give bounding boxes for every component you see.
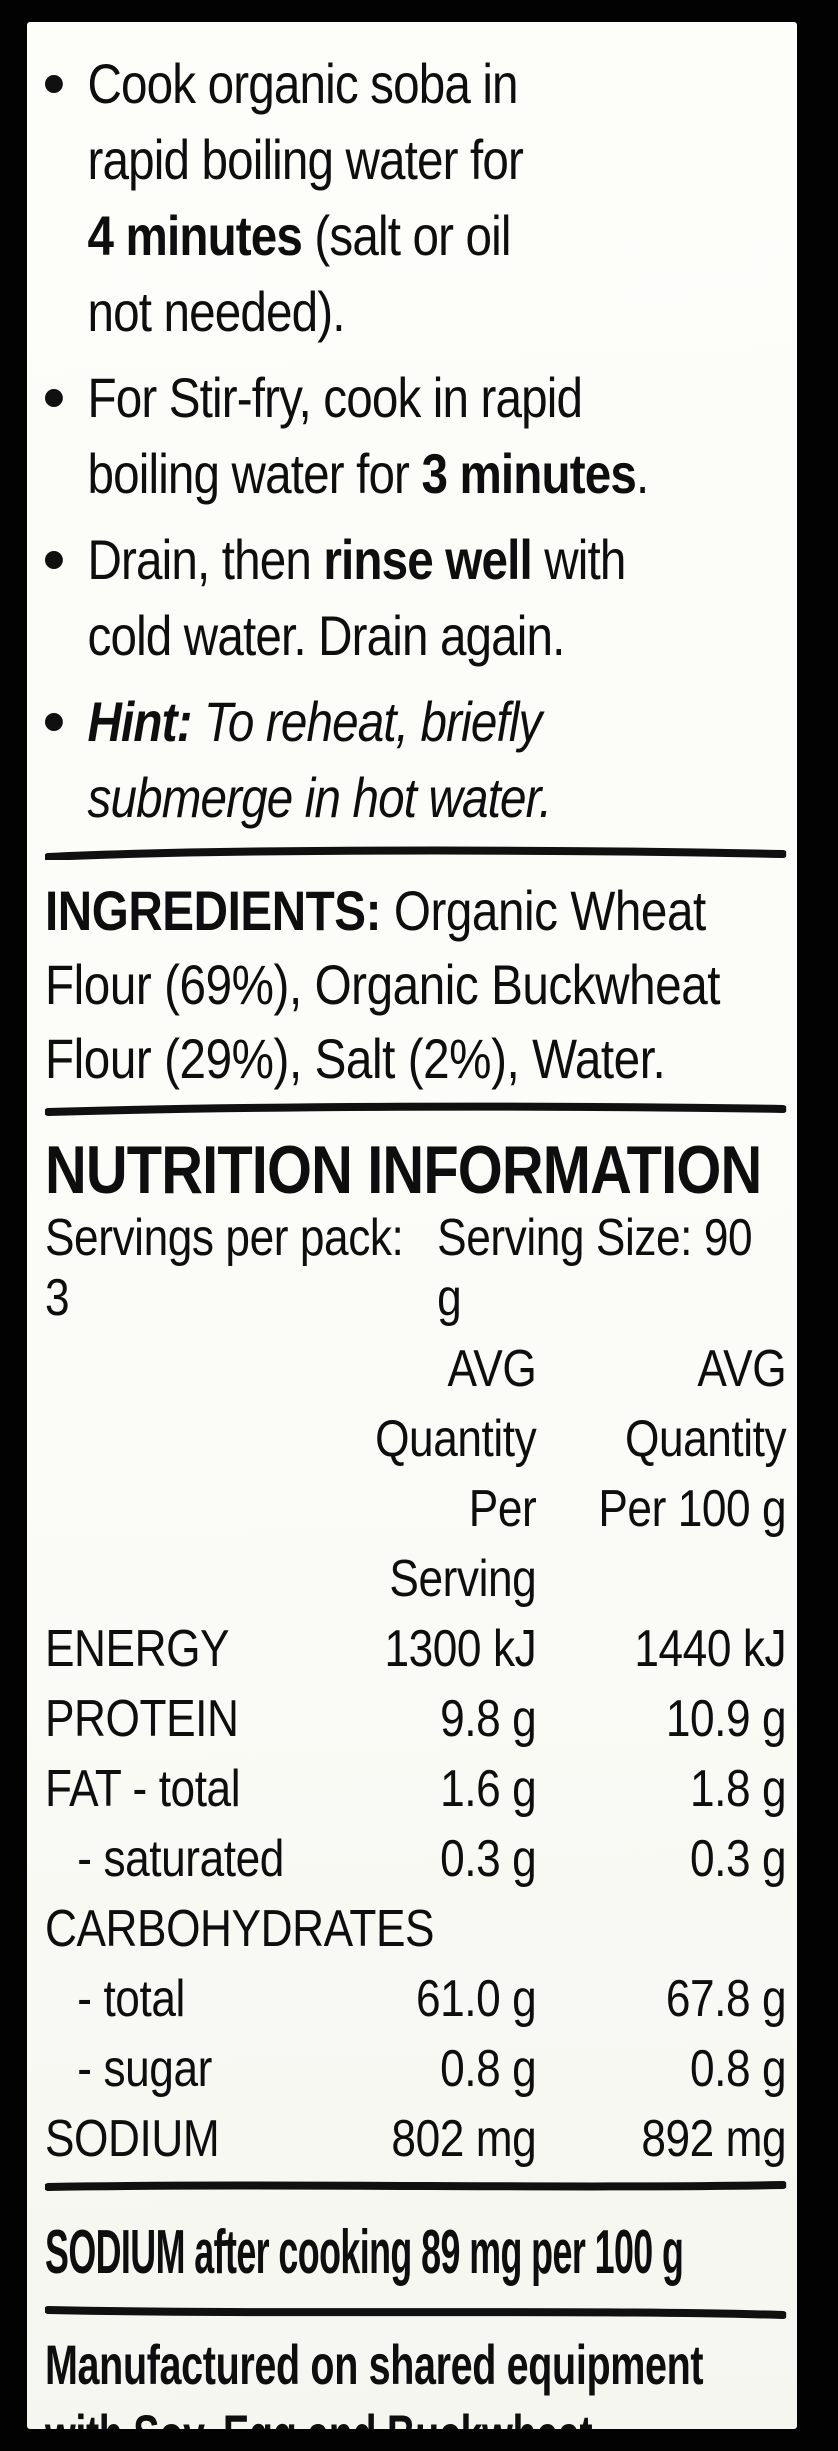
nutrition-table-header: AVG Quantity Per Serving AVG Quantity Pe… (45, 1334, 787, 1614)
nutrition-heading: NUTRITION INFORMATION (45, 1132, 762, 1208)
table-row-carbohydrates: CARBOHYDRATES (45, 1900, 435, 1958)
bullet-dot-icon (45, 75, 63, 93)
servings-row: Servings per pack: 3 Serving Size: 90 g (45, 1208, 786, 1328)
instruction-text: For Stir-fry, cook in rapid boiling water… (87, 366, 650, 505)
ingredients-section: INGREDIENTS: Organic Wheat Flour (69%), O… (45, 879, 721, 1090)
cooking-instructions: Cook organic soba in rapid boiling water … (45, 46, 786, 836)
divider-line (45, 846, 787, 860)
table-row-energy: ENERGY 1300 kJ 1440 kJ (45, 1620, 787, 1678)
table-row-carb-sugar: - sugar 0.8 g 0.8 g (77, 2040, 787, 2098)
divider-line (45, 2181, 787, 2191)
noodle-package-label: Cook organic soba in rapid boiling water … (27, 22, 797, 2429)
instruction-item: Drain, then rinse well with cold water. D… (45, 522, 786, 674)
servings-per-pack: Servings per pack: 3 (45, 1209, 404, 1327)
sodium-after-cooking-note: SODIUM after cooking 89 mg per 100 g (45, 2218, 684, 2287)
col-header-per-serving: AVG Quantity Per Serving (375, 1340, 537, 1608)
table-row-sodium: SODIUM 802 mg 892 mg (45, 2110, 787, 2168)
instruction-item: For Stir-fry, cook in rapid boiling water… (45, 360, 786, 512)
instruction-item: Hint: To reheat, briefly submerge in hot … (45, 684, 786, 836)
instruction-text: Cook organic soba in rapid boiling water … (87, 52, 524, 343)
nutrition-table: ENERGY 1300 kJ 1440 kJ PROTEIN 9.8 g 10.… (45, 1614, 787, 2174)
instruction-item: Cook organic soba in rapid boiling water … (45, 46, 786, 350)
table-row-protein: PROTEIN 9.8 g 10.9 g (45, 1690, 787, 1748)
table-row-fat-total: FAT - total 1.6 g 1.8 g (45, 1760, 787, 1818)
bullet-dot-icon (45, 713, 63, 731)
table-row-carb-total: - total 61.0 g 67.8 g (77, 1970, 787, 2028)
bullet-dot-icon (45, 551, 63, 569)
col-header-per-100g: AVG Quantity Per 100 g (598, 1340, 787, 1538)
divider-line (45, 2306, 787, 2319)
serving-size: Serving Size: 90 g (437, 1209, 753, 1327)
instruction-text: Drain, then rinse well with cold water. D… (87, 528, 627, 667)
divider-line (45, 1102, 787, 1116)
bullet-dot-icon (45, 389, 63, 407)
table-row-fat-saturated: - saturated 0.3 g 0.3 g (77, 1830, 787, 1888)
label-content: Cook organic soba in rapid boiling water … (45, 22, 787, 2429)
instruction-text: Hint: To reheat, briefly submerge in hot … (87, 690, 553, 829)
allergen-warning-section: Manufactured on shared equipmentwith Soy… (45, 2333, 704, 2429)
